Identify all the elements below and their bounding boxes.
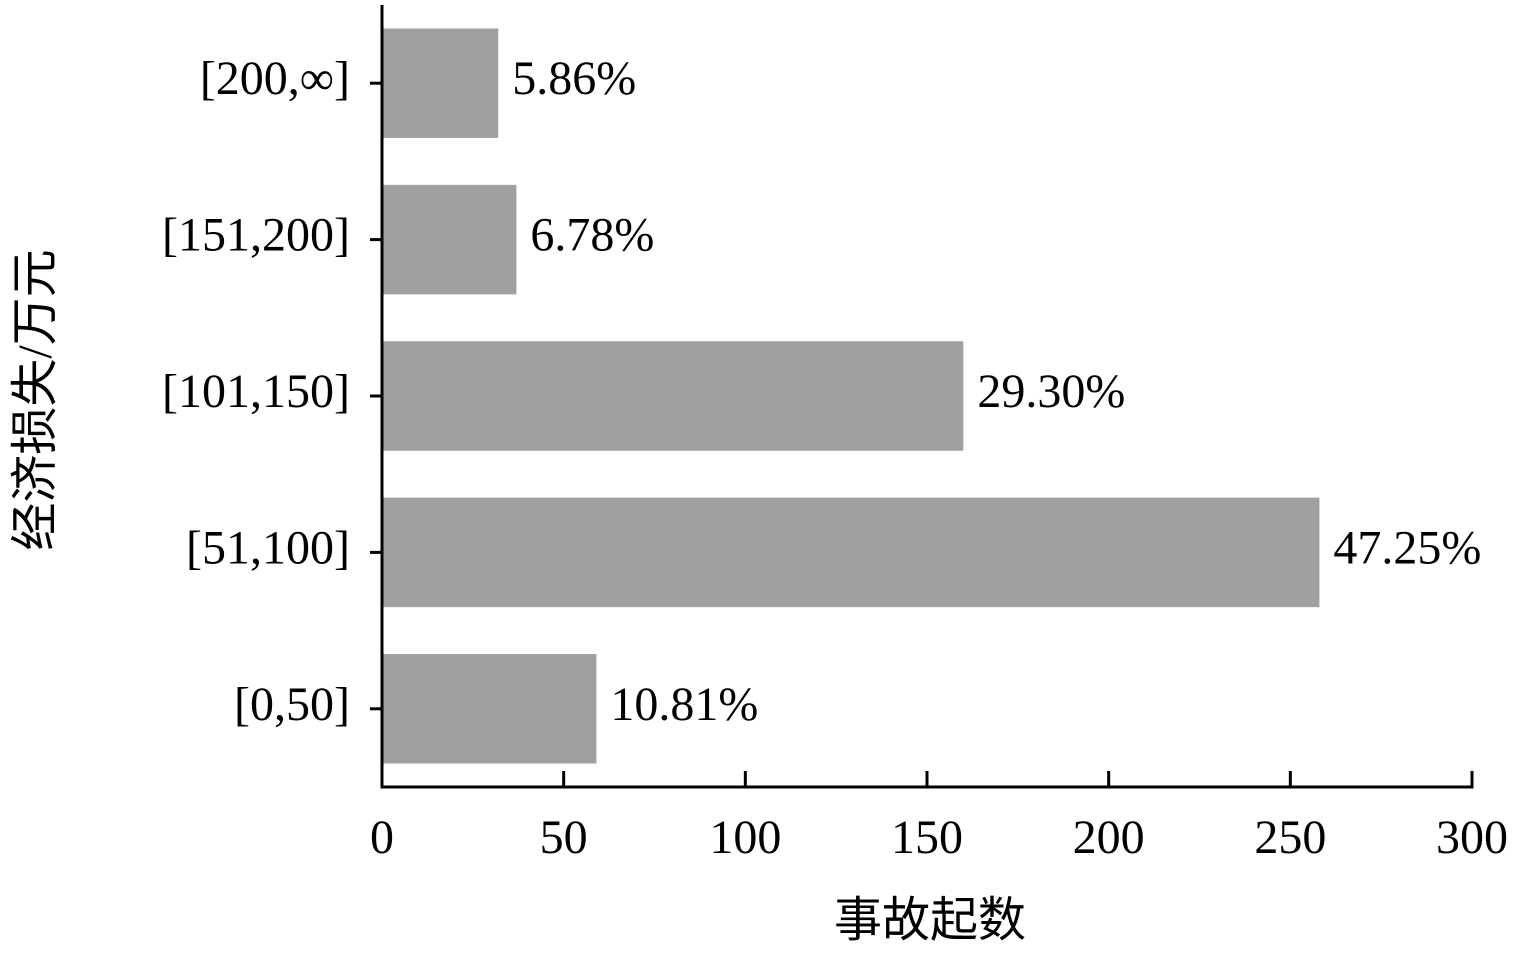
x-tick-label: 100	[709, 811, 781, 864]
bar	[382, 341, 964, 451]
x-tick-label: 300	[1436, 811, 1508, 864]
data-label: 29.30%	[977, 365, 1125, 418]
bar	[382, 497, 1320, 608]
x-axis-label: 事故起数	[834, 894, 1026, 947]
x-tick-label: 200	[1073, 811, 1145, 864]
data-label: 6.78%	[530, 209, 654, 262]
y-tick-label: [200,∞]	[200, 52, 350, 105]
y-tick-label: [51,100]	[186, 521, 350, 574]
data-label: 47.25%	[1333, 521, 1481, 574]
y-axis-label: 经济损失/万元	[9, 249, 62, 550]
data-label: 5.86%	[512, 52, 636, 105]
bar	[382, 28, 499, 138]
x-tick-label: 0	[370, 811, 394, 864]
y-tick-label: [101,150]	[162, 365, 350, 418]
y-tick-label: [0,50]	[234, 678, 350, 731]
data-label: 10.81%	[610, 678, 758, 731]
x-tick-label: 250	[1254, 811, 1326, 864]
bar	[382, 184, 517, 295]
x-tick-label: 150	[891, 811, 963, 864]
y-tick-label: [151,200]	[162, 209, 350, 262]
bar	[382, 654, 597, 764]
x-tick-label: 50	[540, 811, 588, 864]
